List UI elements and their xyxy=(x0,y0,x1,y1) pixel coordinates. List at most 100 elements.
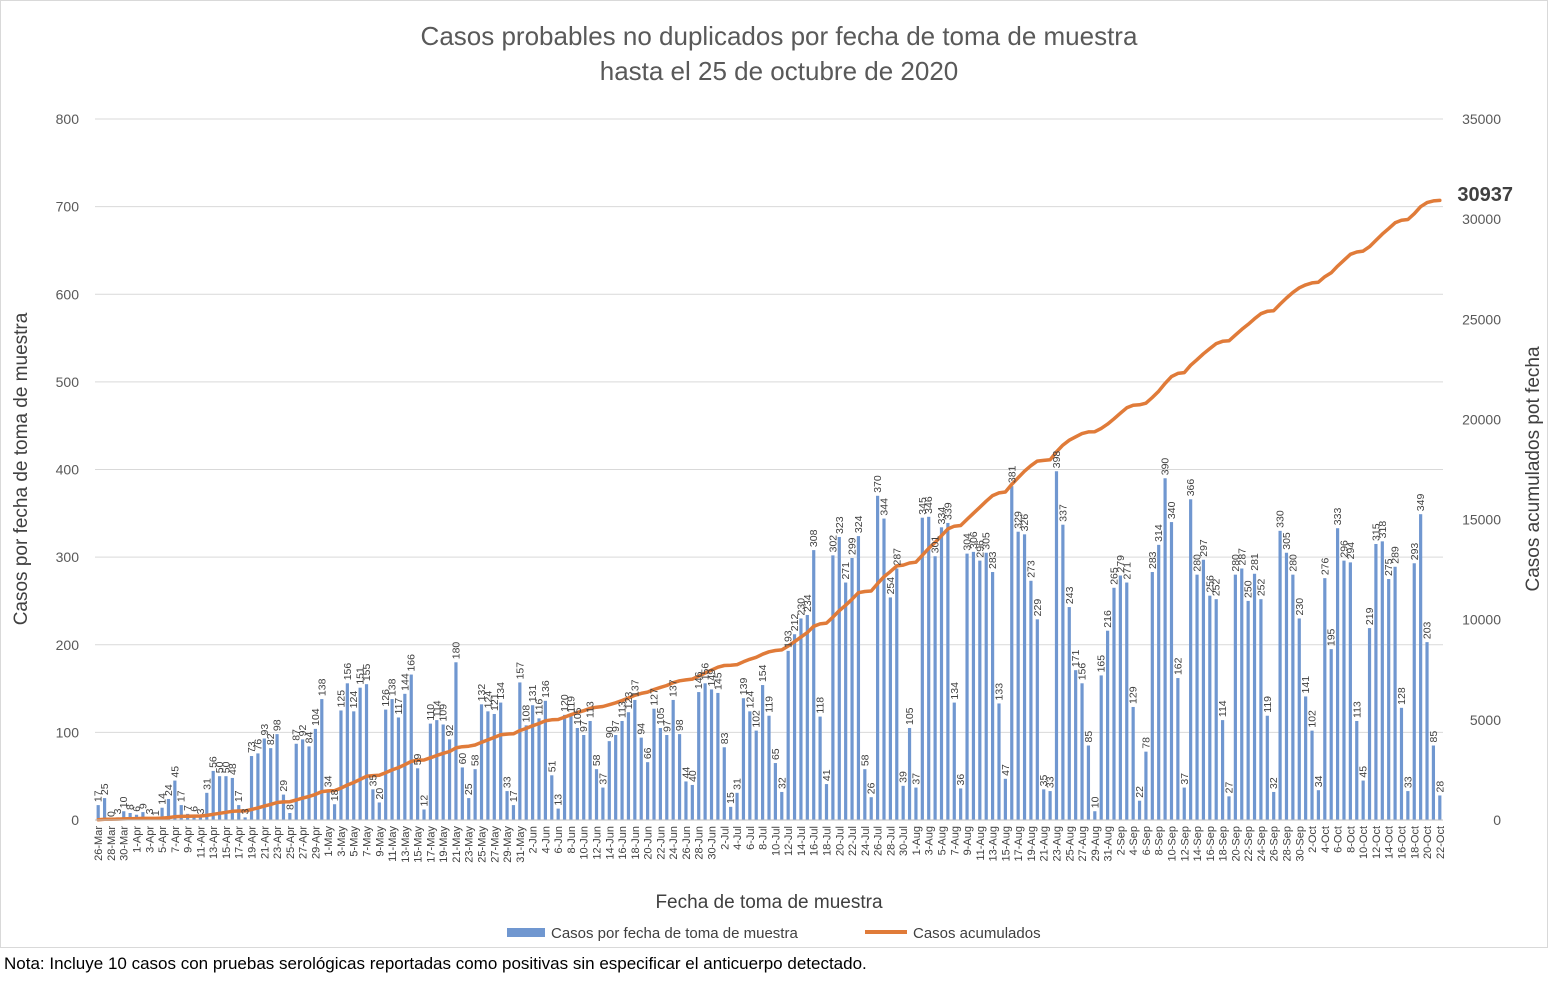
bar-data-label: 3 xyxy=(195,808,207,814)
x-tick-label: 4-Sep xyxy=(1128,826,1140,855)
bar xyxy=(1093,811,1097,820)
bar-data-label: 119 xyxy=(1262,696,1274,713)
bar xyxy=(518,682,522,820)
bar xyxy=(454,662,458,820)
bar-data-label: 256 xyxy=(1204,575,1216,593)
bar-data-label: 20 xyxy=(374,788,386,800)
bar xyxy=(1125,582,1129,820)
bar-data-label: 390 xyxy=(1160,458,1172,476)
bar xyxy=(269,748,273,820)
bar xyxy=(1035,619,1039,820)
bar xyxy=(198,817,203,820)
bar-data-label: 126 xyxy=(380,689,392,707)
bar-data-label: 1 xyxy=(150,810,162,816)
bar xyxy=(326,790,330,820)
bar-data-label: 337 xyxy=(1057,504,1069,522)
y2-tick-label: 10000 xyxy=(1462,612,1501,628)
bar-data-label: 116 xyxy=(534,698,546,715)
x-tick-label: 22-Sep xyxy=(1243,826,1255,861)
bar-data-label: 39 xyxy=(898,771,910,783)
bar-data-label: 346 xyxy=(923,496,935,514)
bar xyxy=(1214,599,1218,820)
bar xyxy=(1297,618,1301,820)
bar-data-label: 138 xyxy=(316,678,328,696)
bar-data-label: 136 xyxy=(540,680,552,698)
x-tick-label: 26-Jul xyxy=(873,826,885,856)
bar xyxy=(1042,789,1046,820)
bar xyxy=(1348,562,1352,820)
bar-data-label: 28 xyxy=(1434,781,1446,793)
bar-data-label: 98 xyxy=(674,719,686,731)
chart-frame: Casos probables no duplicados por fecha … xyxy=(0,0,1548,948)
y2-tick-label: 35000 xyxy=(1462,111,1501,127)
bar-data-label: 133 xyxy=(993,683,1005,701)
bar xyxy=(230,777,234,820)
x-tick-label: 31-Aug xyxy=(1103,826,1115,861)
x-tick-label: 8-Oct xyxy=(1345,826,1357,853)
bar-data-label: 280 xyxy=(1230,554,1242,572)
bar xyxy=(122,811,126,820)
bar-data-label: 7 xyxy=(182,805,194,811)
x-tick-label: 22-Oct xyxy=(1435,826,1447,859)
x-tick-label: 16-Jun xyxy=(617,826,629,860)
bar-data-label: 219 xyxy=(1364,607,1376,625)
x-tick-label: 2-Sep xyxy=(1115,826,1127,855)
bar-data-label: 41 xyxy=(821,769,833,781)
bar-data-label: 145 xyxy=(712,672,724,690)
bar-data-label: 271 xyxy=(1121,562,1133,580)
x-tick-label: 6-Jul xyxy=(745,826,757,850)
bar-data-label: 47 xyxy=(1000,764,1012,776)
x-tick-label: 31-May xyxy=(515,826,527,863)
bar xyxy=(952,702,956,820)
x-tick-label: 10-Jul xyxy=(770,826,782,856)
bar xyxy=(984,552,988,820)
x-tick-label: 12-Sep xyxy=(1179,826,1191,861)
x-tick-label: 19-Aug xyxy=(1026,826,1038,861)
bar xyxy=(1022,534,1027,820)
x-tick-label: 5-Aug xyxy=(936,826,948,855)
bar xyxy=(179,805,183,820)
bar-data-label: 280 xyxy=(1287,554,1299,572)
bar xyxy=(786,650,790,820)
bar xyxy=(729,806,733,820)
y2-axis-title: Casos acumulados pot fecha xyxy=(1523,346,1544,591)
chart-title: Casos probables no duplicados por fecha … xyxy=(421,21,1138,51)
bar-data-label: 149 xyxy=(706,669,718,687)
bar-data-label: 6 xyxy=(131,806,143,812)
bar-data-label: 113 xyxy=(617,701,629,718)
bar-data-label: 275 xyxy=(1383,558,1395,576)
x-tick-label: 12-Oct xyxy=(1371,826,1383,859)
bar-data-label: 31 xyxy=(732,778,744,790)
bar-data-label: 345 xyxy=(917,497,929,515)
x-tick-label: 12-Jun xyxy=(592,826,604,860)
legend: Casos por fecha de toma de muestra Casos… xyxy=(507,925,1041,942)
bar-data-label: 33 xyxy=(1045,776,1057,788)
x-tick-label: 20-Jul xyxy=(834,826,846,856)
bar xyxy=(1099,675,1103,820)
bar-data-label: 40 xyxy=(687,770,699,782)
y-tick-label: 500 xyxy=(56,374,80,390)
bar xyxy=(492,713,496,820)
bar xyxy=(869,797,873,820)
bar-data-label: 203 xyxy=(1422,621,1434,639)
bar xyxy=(690,784,694,820)
bar xyxy=(441,724,445,820)
bar-data-label: 22 xyxy=(1134,786,1146,798)
bar-data-label: 299 xyxy=(847,537,859,555)
bar-data-label: 193 xyxy=(783,630,795,648)
bar xyxy=(1310,730,1314,820)
bar-data-label: 14 xyxy=(157,793,169,805)
bar xyxy=(876,495,880,820)
bar xyxy=(486,711,490,820)
bar xyxy=(447,739,452,820)
y-tick-label: 400 xyxy=(56,462,80,478)
bar-data-label: 50 xyxy=(214,761,226,773)
bar-data-label: 141 xyxy=(1300,676,1312,694)
bar-data-label: 156 xyxy=(700,663,712,681)
bar-data-label: 308 xyxy=(808,529,820,547)
bar xyxy=(665,735,669,820)
bar-data-label: 76 xyxy=(252,739,264,751)
bar-data-label: 97 xyxy=(578,720,590,732)
bar xyxy=(1367,628,1372,820)
bar-data-label: 344 xyxy=(878,498,890,516)
